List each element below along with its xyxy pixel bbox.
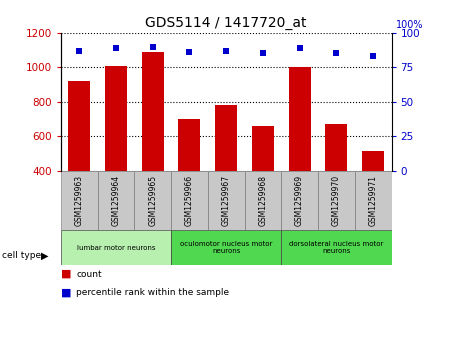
- Title: GDS5114 / 1417720_at: GDS5114 / 1417720_at: [145, 16, 307, 30]
- Bar: [171, 231, 281, 265]
- Bar: [252, 126, 274, 240]
- Point: [333, 50, 340, 56]
- Bar: [215, 105, 237, 240]
- Bar: [61, 231, 171, 265]
- Text: GSM1259966: GSM1259966: [185, 175, 194, 226]
- Text: GSM1259964: GSM1259964: [112, 175, 121, 226]
- Text: dorsolateral nucleus motor
neurons: dorsolateral nucleus motor neurons: [289, 241, 383, 254]
- Point: [186, 49, 193, 55]
- Point: [112, 45, 120, 51]
- Bar: [105, 66, 127, 240]
- Bar: [178, 119, 200, 240]
- Bar: [171, 171, 208, 231]
- Point: [222, 48, 230, 54]
- Bar: [281, 231, 392, 265]
- Text: oculomotor nucleus motor
neurons: oculomotor nucleus motor neurons: [180, 241, 272, 254]
- Text: 100%: 100%: [396, 20, 423, 30]
- Text: GSM1259965: GSM1259965: [148, 175, 157, 226]
- Bar: [325, 125, 347, 240]
- Text: GSM1259963: GSM1259963: [75, 175, 84, 226]
- Point: [369, 53, 377, 59]
- Bar: [68, 81, 90, 240]
- Text: GSM1259970: GSM1259970: [332, 175, 341, 226]
- Bar: [288, 67, 310, 240]
- Text: GSM1259971: GSM1259971: [369, 175, 378, 226]
- Point: [76, 48, 83, 54]
- Text: GSM1259969: GSM1259969: [295, 175, 304, 226]
- Bar: [134, 171, 171, 231]
- Bar: [61, 171, 98, 231]
- Bar: [142, 52, 164, 240]
- Text: cell type: cell type: [2, 252, 41, 260]
- Bar: [244, 171, 281, 231]
- Text: lumbar motor neurons: lumbar motor neurons: [76, 245, 155, 251]
- Bar: [208, 171, 244, 231]
- Text: percentile rank within the sample: percentile rank within the sample: [76, 288, 230, 297]
- Bar: [318, 171, 355, 231]
- Text: GSM1259968: GSM1259968: [258, 175, 267, 226]
- Bar: [281, 171, 318, 231]
- Text: GSM1259967: GSM1259967: [221, 175, 230, 226]
- Bar: [355, 171, 392, 231]
- Point: [259, 50, 266, 56]
- Point: [149, 44, 156, 49]
- Text: ■: ■: [61, 287, 71, 297]
- Bar: [98, 171, 134, 231]
- Bar: [362, 151, 384, 240]
- Text: ▶: ▶: [41, 251, 49, 261]
- Point: [296, 45, 303, 51]
- Text: ■: ■: [61, 269, 71, 279]
- Text: count: count: [76, 270, 102, 278]
